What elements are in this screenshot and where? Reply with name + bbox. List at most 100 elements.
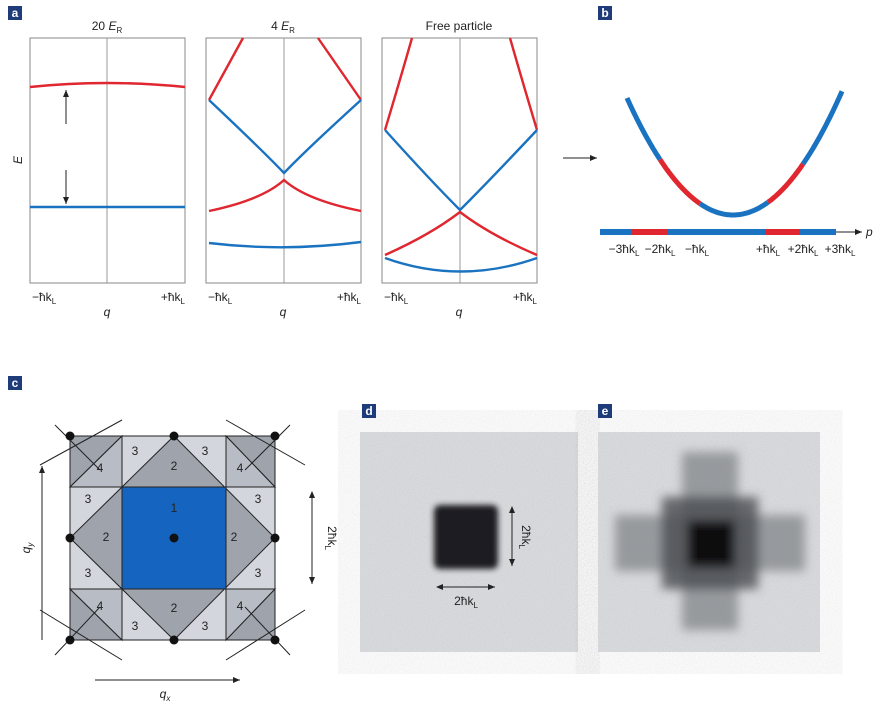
text-part: L (228, 297, 233, 306)
zone-label: 2 (171, 459, 178, 473)
panel-label: c (12, 376, 19, 390)
band (385, 212, 537, 255)
figure: abcde20 ER−ħkL+ħkLq4 ER−ħkL+ħkLqFree par… (0, 0, 877, 707)
zone-label: 4 (97, 599, 104, 613)
text-part: +ħk (513, 290, 534, 304)
text-part: −ħk (685, 242, 706, 256)
panel-label: b (601, 6, 608, 20)
plot-title: 20 ER (92, 19, 123, 35)
zone-label: 3 (255, 492, 262, 506)
text-part: L (533, 297, 538, 306)
dispersion (660, 160, 700, 204)
momentum-bar (668, 229, 765, 235)
text-part: x (165, 694, 171, 703)
text-part: L (323, 545, 332, 550)
zone-label: 3 (202, 444, 209, 458)
lattice-point (170, 432, 179, 441)
text-part: L (814, 249, 819, 258)
panel-d (360, 432, 578, 652)
panel-label: a (12, 6, 19, 20)
tick-label: +2ħkL (788, 242, 819, 258)
text-part: y (26, 542, 35, 548)
text-part: +ħk (161, 290, 182, 304)
tick-label: +ħkL (756, 242, 781, 258)
panel-e (598, 432, 820, 652)
panel-label: d (365, 404, 372, 418)
x-label: q (456, 305, 463, 319)
zone-label: 3 (85, 492, 92, 506)
zone-label: 2 (231, 530, 238, 544)
text-part: R (289, 26, 295, 35)
x-label: q (280, 305, 287, 319)
x-left-label: −ħkL (32, 290, 57, 306)
panel-a (30, 38, 537, 283)
qy-label: qy (19, 542, 35, 554)
momentum-bar (600, 229, 632, 235)
zone-label: 3 (132, 444, 139, 458)
text-part: −3ħk (609, 242, 636, 256)
zone-label: 4 (237, 599, 244, 613)
x-left-label: −ħkL (384, 290, 409, 306)
text-part: L (705, 249, 710, 258)
lattice-point (66, 432, 75, 441)
x-right-label: +ħkL (337, 290, 362, 306)
qx-label: qx (160, 687, 172, 703)
zone-label: 3 (132, 619, 139, 633)
text-part: L (517, 544, 526, 549)
band (385, 258, 537, 272)
x-left-label: −ħkL (208, 290, 233, 306)
text-part: L (851, 249, 856, 258)
momentum-bar (800, 229, 836, 235)
text-part: L (776, 249, 781, 258)
zone-label: 3 (85, 566, 92, 580)
text-part: R (116, 26, 122, 35)
text-part: L (181, 297, 186, 306)
text-part: +ħk (756, 242, 777, 256)
plot-title: Free particle (426, 19, 493, 33)
tick-label: −ħkL (685, 242, 710, 258)
tick-label: +3ħkL (825, 242, 856, 258)
tick-label: −3ħkL (609, 242, 640, 258)
zone-label: 2 (103, 530, 110, 544)
momentum-bar (765, 229, 800, 235)
lattice-point (66, 534, 75, 543)
text-part: L (357, 297, 362, 306)
band (209, 180, 361, 211)
text-part: L (635, 249, 640, 258)
dispersion (803, 91, 842, 164)
y-label: E (11, 155, 25, 164)
dispersion (768, 164, 803, 202)
momentum-bar (632, 229, 668, 235)
zone-label: 2 (171, 601, 178, 615)
panel-label: e (602, 404, 609, 418)
text-part: L (404, 297, 409, 306)
zone-label: 4 (97, 461, 104, 475)
text-part: L (671, 249, 676, 258)
text-part: −ħk (208, 290, 229, 304)
text-part: 2ħk (325, 526, 339, 546)
zone-label: 3 (202, 619, 209, 633)
band (385, 38, 412, 130)
zone-label: 4 (237, 461, 244, 475)
text-part: L (473, 601, 478, 610)
text-part: −ħk (32, 290, 53, 304)
band (209, 38, 243, 100)
text-part: 20 (92, 19, 109, 33)
text-part: L (52, 297, 57, 306)
plot-title: 4 ER (271, 19, 295, 35)
band (209, 242, 361, 247)
lattice-point (271, 432, 280, 441)
text-part: −ħk (384, 290, 405, 304)
text-part: +3ħk (825, 242, 852, 256)
lattice-point (66, 636, 75, 645)
text-part: 4 (271, 19, 281, 33)
dispersion (627, 98, 660, 160)
band (510, 38, 537, 130)
x-right-label: +ħkL (513, 290, 538, 306)
x-label: q (104, 305, 111, 319)
band (385, 130, 537, 210)
text-part: 2ħk (454, 594, 474, 608)
text-part: −2ħk (645, 242, 672, 256)
lattice-point (170, 534, 179, 543)
zone-label: 1 (171, 501, 178, 515)
